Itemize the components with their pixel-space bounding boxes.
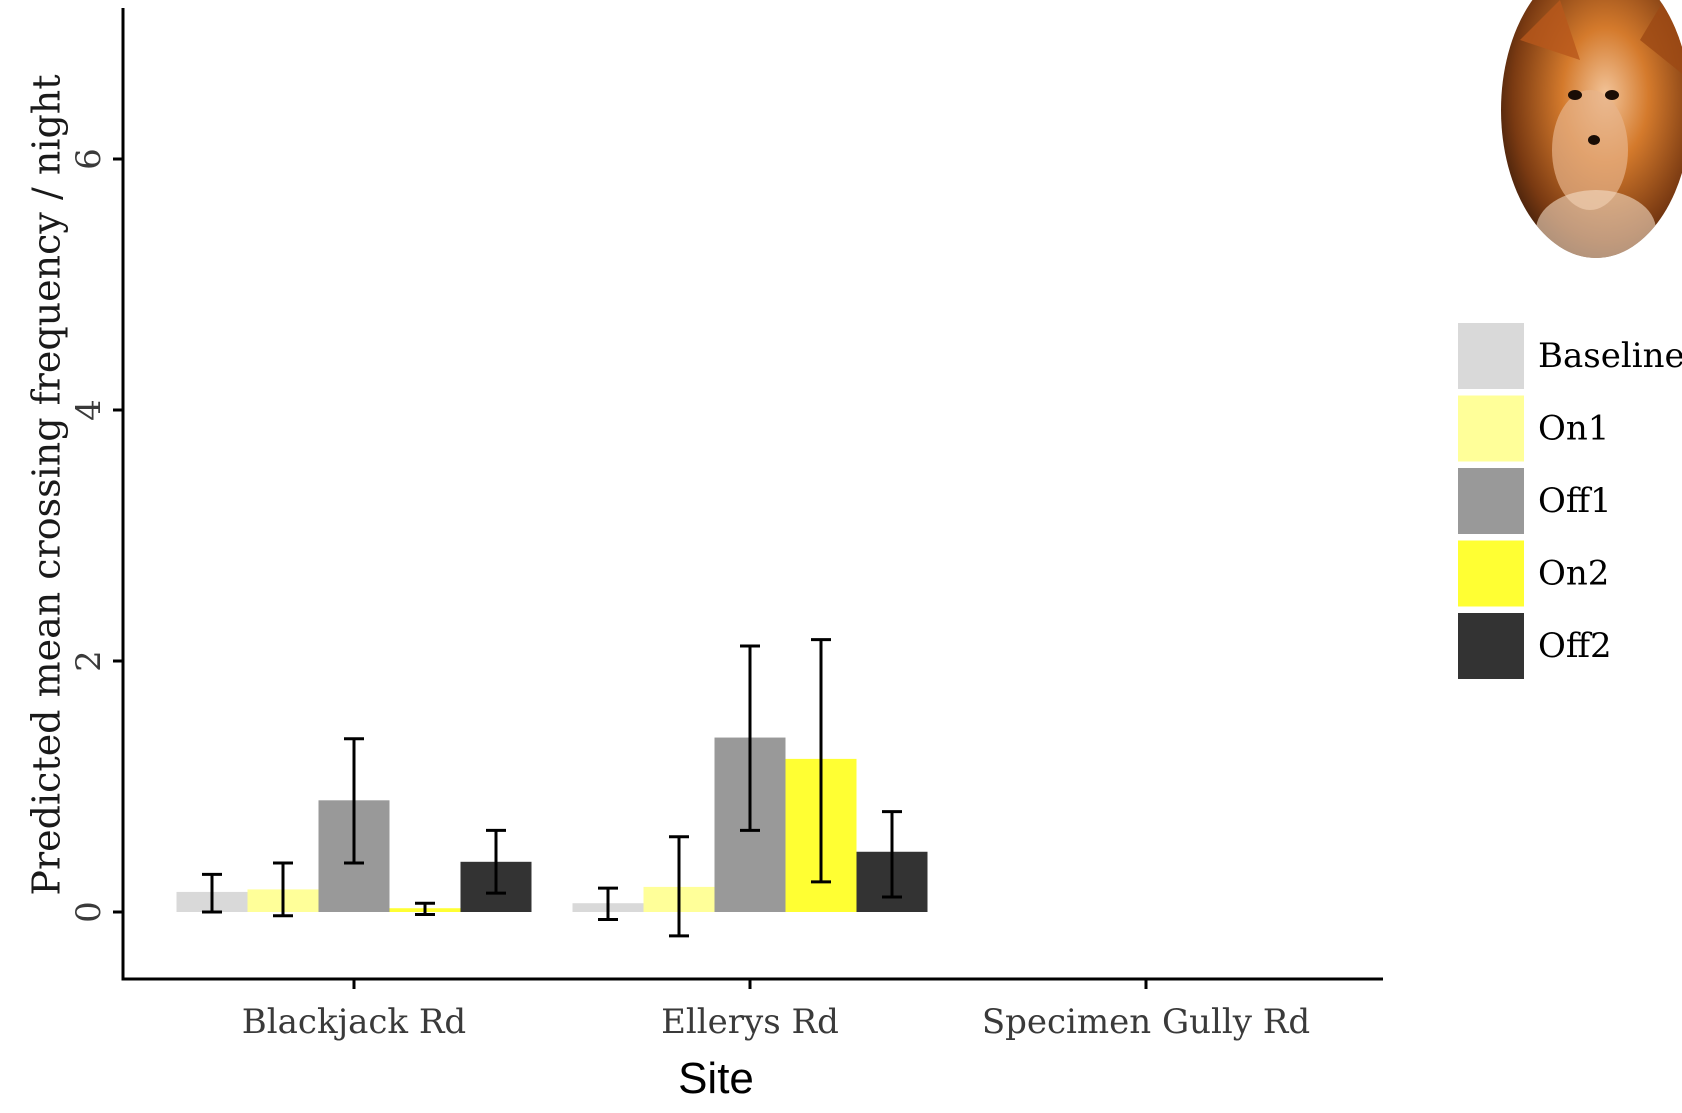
x-tick-label: Blackjack Rd <box>242 1002 466 1042</box>
x-axis-title: Site <box>678 1054 754 1103</box>
legend-swatch <box>1458 540 1524 607</box>
legend-label: On2 <box>1538 554 1609 594</box>
bar-series <box>176 737 928 912</box>
y-axis-ticks: 0 2 4 6 <box>69 148 123 923</box>
error-bars <box>202 638 902 938</box>
error-bar <box>344 737 364 865</box>
fox-photo <box>1501 0 1682 258</box>
legend-label: Baseline <box>1538 336 1682 376</box>
legend-label: Off2 <box>1538 626 1612 666</box>
x-axis-ticks: Blackjack Rd Ellerys Rd Specimen Gully Rd <box>242 979 1310 1042</box>
legend-item: Baseline <box>1458 323 1682 389</box>
error-bar <box>415 901 435 917</box>
y-tick-label: 0 <box>69 901 109 923</box>
legend-swatch <box>1458 468 1524 534</box>
legend-swatch <box>1458 613 1524 679</box>
legend-item: Off2 <box>1458 613 1612 679</box>
x-tick-label: Specimen Gully Rd <box>982 1002 1310 1042</box>
y-tick-label: 6 <box>69 148 109 170</box>
y-tick-label: 4 <box>69 399 109 421</box>
x-tick-label: Ellerys Rd <box>661 1002 839 1042</box>
error-bar <box>669 835 689 938</box>
legend-label: On1 <box>1538 409 1609 449</box>
y-axis-title: Predicted mean crossing frequency / nigh… <box>25 74 69 895</box>
error-bar <box>740 644 760 832</box>
error-bar <box>882 810 902 899</box>
legend-label: Off1 <box>1538 481 1612 521</box>
legend-item: Off1 <box>1458 468 1612 534</box>
error-bar <box>273 861 293 918</box>
legend-swatch <box>1458 395 1524 462</box>
error-bar <box>598 886 618 922</box>
error-bar <box>486 828 506 895</box>
error-bar <box>202 872 222 914</box>
y-tick-label: 2 <box>69 650 109 672</box>
legend: Baseline On1 Off1 On2 Off2 <box>1458 323 1682 679</box>
legend-swatch <box>1458 323 1524 389</box>
legend-item: On1 <box>1458 395 1609 462</box>
error-bar <box>811 638 831 884</box>
legend-item: On2 <box>1458 540 1609 607</box>
